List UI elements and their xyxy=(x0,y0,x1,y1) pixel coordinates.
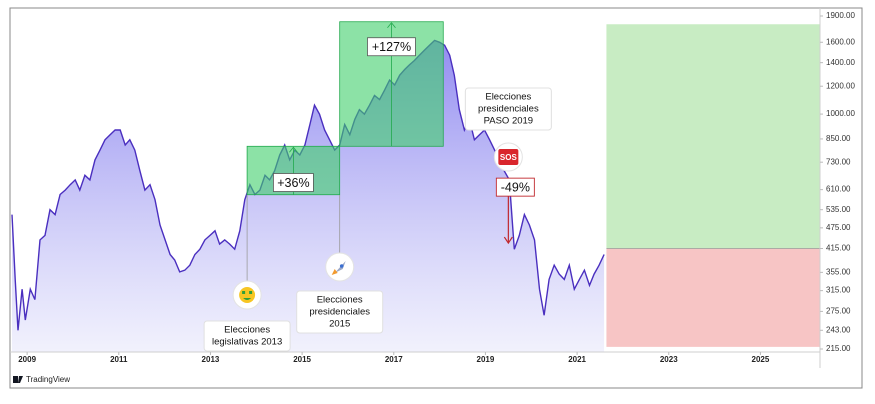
y-tick-label: 355.00 xyxy=(826,267,851,276)
emoji-money xyxy=(239,287,256,303)
y-tick-label: 730.00 xyxy=(826,157,851,166)
emoji-rocket xyxy=(334,261,346,273)
annotation-text: presidenciales xyxy=(478,104,539,115)
y-tick-label: 315.00 xyxy=(826,286,851,295)
y-tick-label: 535.00 xyxy=(826,205,851,214)
y-tick-label: 1900.00 xyxy=(826,11,855,20)
y-tick-label: 215.00 xyxy=(826,344,851,353)
y-tick-label: 850.00 xyxy=(826,134,851,143)
annotation-box xyxy=(464,87,552,131)
x-tick-label: 2015 xyxy=(293,355,311,364)
x-tick-label: 2017 xyxy=(385,355,403,364)
range-arrowhead xyxy=(387,22,396,28)
x-tick-label: 2019 xyxy=(477,355,495,364)
annotation-text: legislativas 2013 xyxy=(212,337,282,348)
emoji-money-mouth xyxy=(243,298,252,300)
x-tick-label: 2009 xyxy=(18,355,36,364)
emoji-money-eye xyxy=(249,291,253,294)
x-tick-label: 2011 xyxy=(110,355,128,364)
annotation-text: Elecciones xyxy=(485,92,531,103)
range-label: +36% xyxy=(277,176,309,190)
brand: TradingView xyxy=(26,375,70,384)
emoji-money-eye xyxy=(242,291,246,294)
x-tick-label: 2023 xyxy=(660,355,678,364)
y-tick-label: 1000.00 xyxy=(826,109,855,118)
position-profit xyxy=(606,24,820,249)
annotation-text: PASO 2019 xyxy=(484,116,533,127)
emoji-rocket-window xyxy=(339,264,344,268)
range-arrowhead xyxy=(289,146,298,153)
annotation-box xyxy=(203,320,291,352)
annotation-box xyxy=(296,290,384,334)
y-tick-label: 1400.00 xyxy=(826,58,855,67)
annotation-text: Elecciones xyxy=(224,325,270,336)
annotation-text: 2015 xyxy=(329,319,350,330)
y-tick-label: 275.00 xyxy=(826,306,851,315)
drop-arrowhead xyxy=(503,236,513,245)
range-label: +127% xyxy=(372,40,411,54)
x-tick-label: 2021 xyxy=(568,355,586,364)
emoji-rocket-flame xyxy=(331,269,338,275)
drop-label: -49% xyxy=(501,180,530,194)
y-tick-label: 610.00 xyxy=(826,185,851,194)
badge-text: SOS xyxy=(500,153,518,162)
annotation-icon xyxy=(325,252,355,282)
x-tick-label: 2013 xyxy=(202,355,220,364)
x-tick-label: 2025 xyxy=(752,355,770,364)
drop-label-box xyxy=(495,177,535,197)
badge-box xyxy=(498,149,519,165)
y-tick-label: 1200.00 xyxy=(826,81,855,90)
position-loss xyxy=(606,248,820,347)
y-tick-label: 1600.00 xyxy=(826,37,855,46)
y-tick-label: 475.00 xyxy=(826,223,851,232)
y-tick-label: 243.00 xyxy=(826,325,851,334)
y-tick-label: 415.00 xyxy=(826,244,851,253)
range-label-box xyxy=(367,37,416,57)
range-label-box xyxy=(273,173,314,192)
annotation-text: presidenciales xyxy=(309,307,370,318)
annotation-text: Elecciones xyxy=(317,295,363,306)
brand-logo xyxy=(13,376,23,383)
area-fill xyxy=(12,40,605,353)
